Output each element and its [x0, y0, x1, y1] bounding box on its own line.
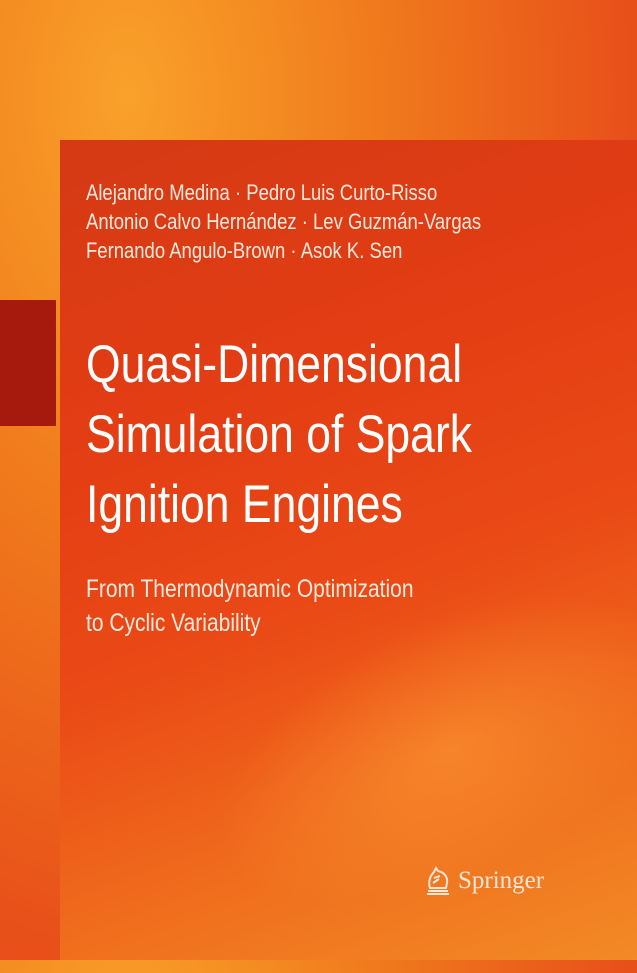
subtitle-line: From Thermodynamic Optimization	[86, 575, 414, 603]
title-line: Ignition Engines	[86, 475, 403, 534]
title-line: Quasi-Dimensional	[86, 335, 463, 394]
author-line: Fernando Angulo-Brown · Asok K. Sen	[86, 238, 403, 263]
publisher-name: Springer	[458, 867, 545, 894]
title-line: Simulation of Spark	[86, 405, 473, 464]
publisher-logo: Springer	[424, 866, 544, 896]
author-line: Antonio Calvo Hernández · Lev Guzmán-Var…	[86, 209, 482, 234]
author-line: Alejandro Medina · Pedro Luis Curto-Riss…	[86, 180, 438, 205]
book-title: Quasi-Dimensional Simulation of Spark Ig…	[86, 330, 472, 540]
cover-panel	[60, 140, 637, 960]
subtitle-line: to Cyclic Variability	[86, 609, 261, 637]
authors: Alejandro Medina · Pedro Luis Curto-Riss…	[86, 178, 481, 265]
springer-horse-icon	[427, 866, 449, 895]
accent-block	[0, 300, 56, 426]
book-subtitle: From Thermodynamic Optimization to Cycli…	[86, 572, 414, 640]
